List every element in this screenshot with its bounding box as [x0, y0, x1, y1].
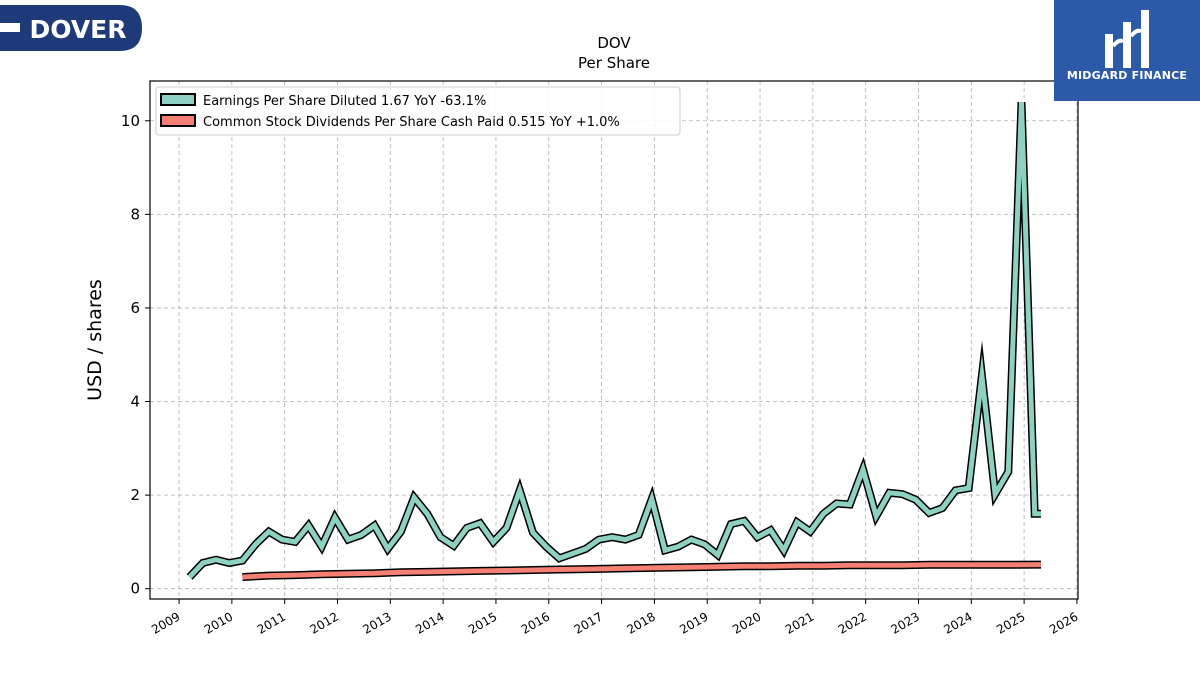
x-tick-label: 2017	[572, 609, 605, 636]
legend-swatch-dividends	[160, 114, 196, 127]
y-tick-label: 8	[130, 205, 140, 223]
dover-logo: DOVER	[0, 5, 145, 51]
y-tick-label: 10	[121, 112, 140, 130]
x-tick-label: 2013	[360, 609, 393, 636]
x-tick-label: 2022	[836, 609, 869, 636]
chart-subtitle: Per Share	[578, 54, 650, 72]
midgard-finance-logo: MIDGARD FINANCE	[1054, 0, 1200, 101]
x-tick-label: 2021	[783, 609, 816, 636]
x-tick-label: 2016	[519, 609, 552, 636]
x-tick-label: 2015	[466, 609, 499, 636]
series-layer	[186, 101, 1042, 581]
x-tick-label: 2012	[308, 609, 341, 636]
x-tick-label: 2010	[202, 609, 235, 636]
legend-label-dividends: Common Stock Dividends Per Share Cash Pa…	[203, 115, 620, 130]
y-axis-label: USD / shares	[84, 279, 106, 401]
y-tick-label: 0	[130, 580, 140, 598]
series-line-dividends	[242, 562, 1042, 580]
x-tick-label: 2018	[624, 609, 657, 636]
y-tick-label: 4	[130, 393, 140, 411]
legend-label-eps: Earnings Per Share Diluted 1.67 YoY -63.…	[203, 94, 486, 109]
grid	[150, 81, 1078, 599]
series-line-eps	[187, 102, 1041, 579]
x-tick-label: 2009	[149, 609, 182, 636]
x-tick-label: 2014	[413, 609, 446, 636]
x-axis: 2009 2010 2011 2012 2013 2014 2015 2016 2017 2018…	[149, 599, 1080, 637]
x-tick-label: 2020	[730, 609, 763, 636]
y-tick-label: 2	[130, 486, 140, 504]
x-tick-label: 2011	[255, 609, 288, 636]
plot-frame	[149, 80, 1079, 600]
y-tick-label: 6	[130, 299, 140, 317]
x-tick-label: 2023	[889, 609, 922, 636]
svg-text:DOVER: DOVER	[29, 15, 126, 44]
x-tick-label: 2024	[941, 609, 974, 636]
legend-box	[155, 86, 681, 136]
legend: Earnings Per Share Diluted 1.67 YoY -63.…	[155, 86, 681, 136]
midgard-brand-text: MIDGARD FINANCE	[1066, 69, 1188, 82]
chart-title: DOV	[597, 34, 631, 52]
legend-swatch-eps	[160, 93, 196, 106]
x-tick-label: 2025	[994, 609, 1027, 636]
midgard-mark-icon	[1105, 10, 1149, 68]
x-tick-label: 2026	[1047, 609, 1080, 636]
series-outline-eps	[186, 101, 1041, 580]
y-axis: 0 2 4 6 8 10	[121, 112, 150, 598]
x-tick-label: 2019	[677, 609, 710, 636]
